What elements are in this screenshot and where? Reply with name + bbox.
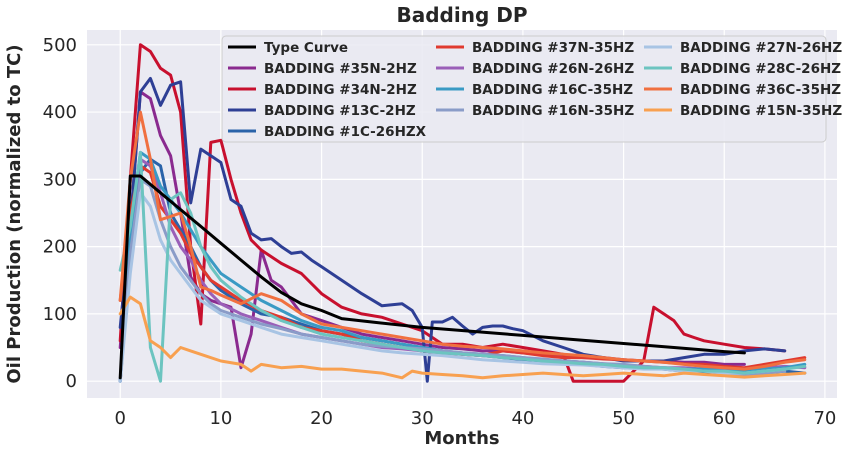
y-tick-label: 0 [66,371,77,392]
series-line [118,174,746,380]
legend-label: BADDING #26N-26HZ [472,61,634,77]
legend-label: BADDING #35N-2HZ [264,61,417,77]
legend-label: BADDING #34N-2HZ [264,82,417,98]
legend-label: BADDING #16N-35HZ [472,103,634,119]
y-tick-label: 500 [43,35,77,56]
y-tick-label: 200 [43,237,77,258]
legend-label: BADDING #28C-26HZ [680,61,841,77]
legend-label: BADDING #13C-2HZ [264,103,416,119]
y-tick-label: 400 [43,102,77,123]
legend-label: BADDING #16C-35HZ [472,82,633,98]
x-tick-label: 0 [114,408,125,429]
y-axis-label: Oil Production (normalized to TC) [4,44,25,383]
x-tick-label: 30 [411,408,434,429]
y-tick-label: 300 [43,169,77,190]
x-axis-label: Months [424,428,499,449]
legend: Type Curve BADDING #35N-2HZ BADDING #34N-2… [221,35,842,143]
series-lines [118,43,807,383]
x-tick-label: 20 [310,408,333,429]
x-tick-label: 10 [209,408,232,429]
chart-title: Badding DP [396,3,527,27]
tick-labels: 0 10 20 30 40 50 60 70 0 100 200 300 400 500 [43,35,837,429]
x-tick-label: 70 [813,408,836,429]
legend-label: BADDING #37N-35HZ [472,40,634,56]
legend-label: BADDING #27N-26HZ [680,40,842,56]
series-line [118,150,807,383]
legend-box [221,35,827,143]
series-line [118,295,807,380]
legend-label: BADDING #15N-35HZ [680,103,842,119]
x-tick-label: 40 [511,408,534,429]
legend-label: BADDING #36C-35HZ [680,82,841,98]
series-line [118,110,807,371]
legend-label: BADDING #1C-26HZX [264,124,427,140]
x-tick-label: 50 [612,408,635,429]
y-tick-label: 100 [43,304,77,325]
legend-label: Type Curve [264,40,348,56]
x-tick-label: 60 [713,408,736,429]
